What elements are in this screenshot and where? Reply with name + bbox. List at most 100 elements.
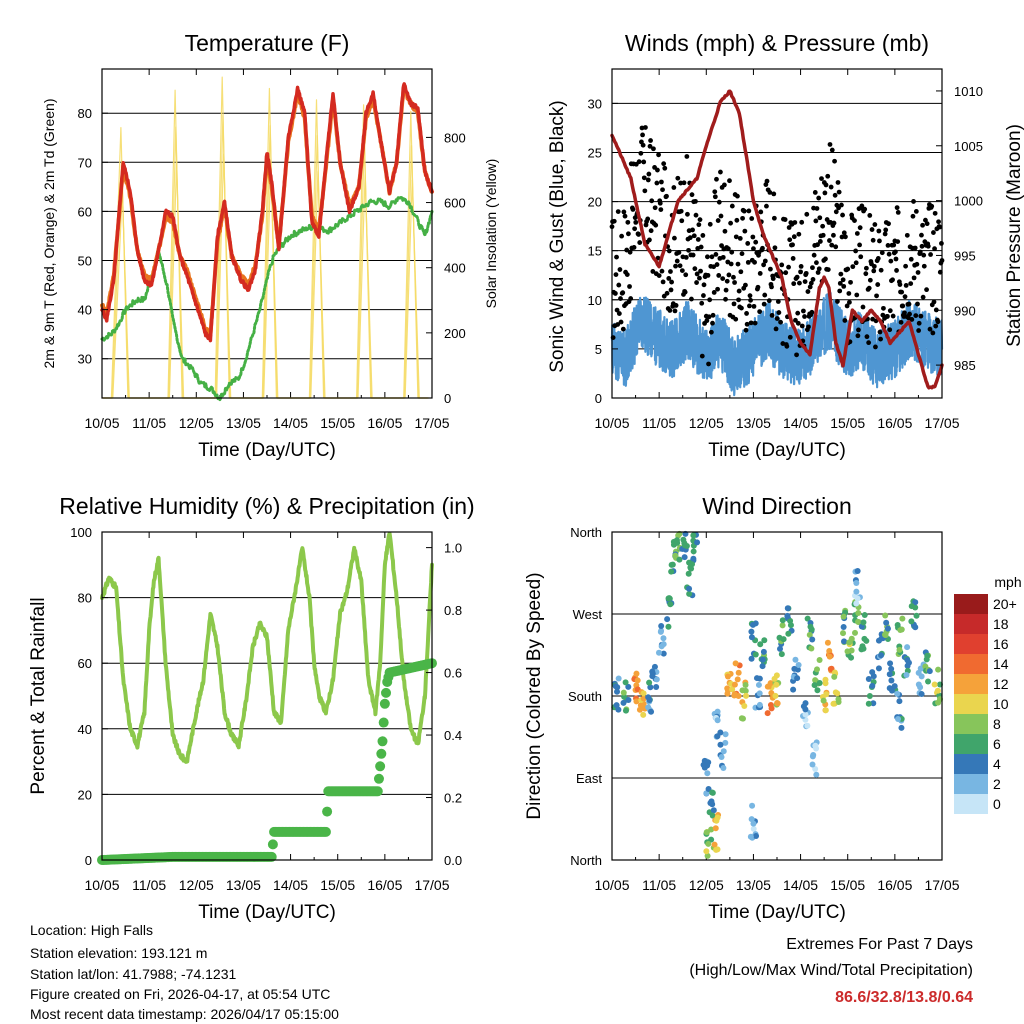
dir-scatter-point — [640, 711, 647, 718]
winds-gust-point — [768, 266, 773, 272]
rh-y-right-tick-label: 1.0 — [444, 541, 462, 556]
dir-scatter-point — [835, 696, 842, 703]
winds-gust-point — [664, 290, 670, 296]
winds-gust-point — [761, 301, 767, 307]
dir-scatter-point — [756, 690, 763, 697]
dir-scatter-point — [912, 599, 919, 606]
winds-gust-point — [881, 305, 886, 311]
dir-scatter-point — [714, 717, 721, 724]
winds-gust-point — [806, 324, 811, 330]
winds-gust-point — [628, 296, 634, 301]
winds-gust-point — [904, 232, 910, 238]
dir-scatter-point — [703, 848, 710, 855]
dir-scatter-point — [882, 631, 889, 638]
rh-precip-point — [372, 786, 383, 797]
dir-scatter-point — [640, 690, 647, 697]
winds-gust-point — [645, 177, 651, 183]
dir-scatter-point — [848, 635, 855, 642]
winds-gust-point — [862, 206, 868, 212]
dir-scatter-point — [935, 666, 942, 673]
dir-scatter-point — [795, 661, 802, 668]
winds-gust-point — [798, 263, 804, 269]
winds-gust-point — [866, 285, 872, 291]
winds-gust-point — [616, 311, 622, 316]
winds-gust-point — [854, 231, 860, 236]
dir-scatter-point — [649, 673, 656, 680]
winds-gust-point — [653, 222, 659, 228]
temp-y-right-tick-label: 200 — [444, 326, 466, 341]
winds-gust-point — [803, 270, 809, 276]
winds-gust-point — [716, 273, 722, 278]
dir-scatter-point — [633, 698, 640, 705]
dir-scatter-point — [926, 668, 933, 675]
winds-gust-point — [895, 239, 901, 245]
dir-scatter-point — [622, 679, 629, 686]
dir-scatter-point — [895, 715, 902, 722]
winds-gust-point — [678, 208, 684, 214]
winds-gust-point — [621, 209, 627, 215]
winds-gust-point — [764, 203, 769, 209]
dir-scatter-point — [633, 670, 640, 677]
dir-scatter-point — [690, 532, 697, 539]
dir-scatter-point — [613, 702, 620, 709]
dir-scatter-point — [764, 710, 771, 717]
dir-scatter-point — [748, 816, 755, 823]
winds-gust-point — [640, 132, 645, 138]
dir-x-tick-label: 14/05 — [783, 877, 818, 893]
dir-y-tick-label: South — [568, 689, 602, 704]
winds-gust-point — [735, 193, 740, 199]
dir-scatter-point — [779, 622, 786, 629]
dir-scatter-point — [722, 731, 729, 738]
winds-gust-point — [681, 180, 687, 186]
winds-gust-point — [871, 263, 877, 269]
winds-gust-point — [762, 258, 768, 264]
dir-scatter-point — [830, 700, 837, 707]
winds-gust-point — [741, 208, 747, 214]
dir-scatter-point — [717, 741, 724, 748]
dir-scatter-point — [891, 683, 898, 690]
temp-title: Temperature (F) — [185, 30, 350, 56]
dir-scatter-point — [760, 648, 767, 655]
winds-gust-point — [920, 222, 925, 228]
dir-scatter-point — [622, 707, 629, 714]
dir-scatter-point — [714, 814, 721, 821]
winds-gust-point — [853, 248, 859, 254]
winds-gust-point — [893, 249, 898, 255]
winds-gust-point — [797, 280, 802, 286]
winds-gust-point — [913, 313, 919, 319]
winds-gust-point — [647, 143, 653, 149]
winds-gust-point — [708, 329, 714, 335]
rh-title: Relative Humidity (%) & Precipitation (i… — [59, 493, 474, 519]
dir-scatter-point — [809, 753, 816, 760]
winds-gust-point — [743, 327, 749, 333]
winds-gust-point — [689, 192, 695, 198]
rh-y-right-tick-label: 0.2 — [444, 791, 462, 806]
dir-scatter-point — [809, 761, 816, 768]
dir-y-tick-label: West — [573, 607, 603, 622]
winds-gust-point — [707, 221, 713, 227]
temp-ylabel: 2m & 9m T (Red, Orange) & 2m Td (Green) — [41, 99, 57, 369]
winds-gust-point — [720, 254, 726, 260]
dir-scatter-point — [822, 707, 829, 714]
winds-gust-point — [625, 219, 631, 225]
dir-scatter-point — [918, 691, 925, 698]
dir-scatter-point — [750, 825, 757, 832]
winds-gust-point — [848, 279, 853, 285]
winds-gust-point — [925, 243, 931, 249]
winds-gust-point — [731, 274, 736, 280]
winds-gust-point — [914, 261, 920, 267]
dir-scatter-point — [747, 833, 754, 840]
winds-gust-point — [885, 313, 890, 319]
winds-gust-point — [748, 297, 753, 303]
winds-gust-point — [624, 272, 630, 278]
dir-scatter-point — [761, 637, 768, 644]
winds-gust-point — [683, 272, 689, 278]
dir-scatter-point — [831, 673, 838, 680]
winds-gust-point — [879, 250, 885, 256]
dir-scatter-point — [690, 548, 697, 555]
winds-gust-point — [762, 292, 768, 298]
dir-scatter-point — [896, 698, 903, 705]
dir-scatter-point — [660, 635, 667, 642]
winds-y-right-tick-label: 985 — [954, 358, 976, 373]
dir-scatter-point — [802, 711, 809, 718]
